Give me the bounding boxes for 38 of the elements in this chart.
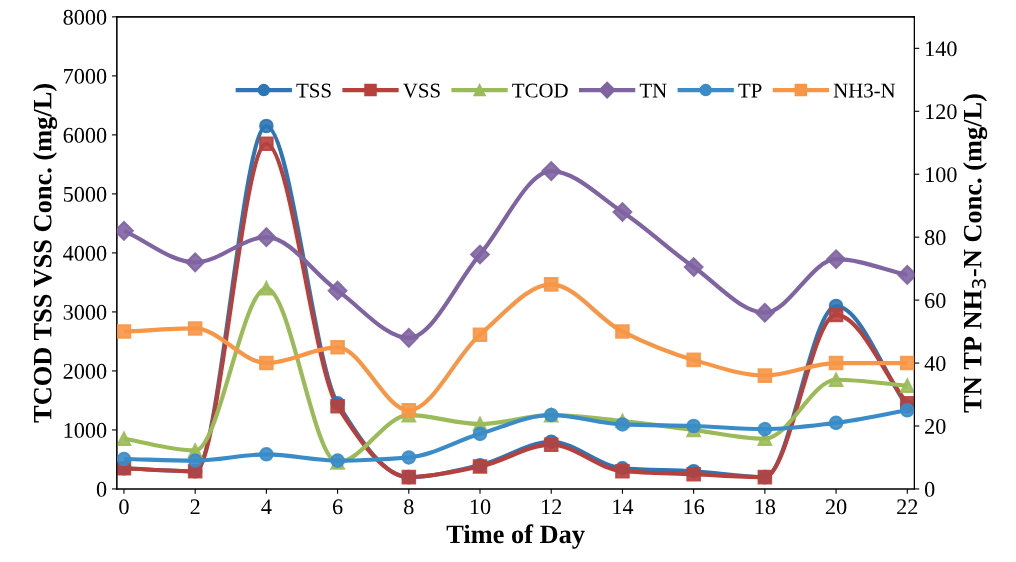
x-tick-label: 12	[542, 499, 562, 515]
x-tick-label: 20	[825, 499, 847, 515]
x-tick-label: 4	[261, 499, 272, 515]
y2-tick-label: 20	[925, 418, 946, 434]
y2-tick-label: 100	[926, 167, 957, 183]
y2-tick-label: 120	[926, 104, 957, 120]
legend-label: TN	[639, 83, 667, 98]
y2-axis-title: TN TP NH$_{3}$-N Conc. (mg/L)	[963, 94, 988, 413]
y2-tick-label: 60	[925, 293, 946, 309]
x-tick-label: 22	[897, 499, 918, 515]
x-tick-label: 16	[684, 499, 705, 515]
y2-tick-label: 40	[924, 355, 946, 371]
x-tick-label: 2	[190, 499, 200, 515]
y-tick-label: 2000	[63, 363, 107, 379]
x-tick-label: 6	[332, 499, 343, 515]
x-tick-label: 10	[470, 499, 491, 515]
y-tick-label: 3000	[63, 304, 107, 320]
y2-tick-label: 80	[924, 230, 946, 246]
legend-label: VSS	[403, 83, 440, 98]
legend-label: NH3-N	[833, 83, 896, 98]
legend-label: TCOD	[512, 83, 568, 98]
y2-tick-label: 140	[926, 41, 957, 57]
y-tick-label: 7000	[64, 68, 107, 84]
y-tick-label: 4000	[63, 245, 107, 261]
y-tick-label: 1000	[64, 422, 107, 438]
x-axis-title: Time of Day	[446, 524, 585, 549]
x-tick-label: 14	[613, 499, 634, 515]
y-axis-title: TCOD TSS VSS Conc. (mg/L)	[32, 84, 58, 423]
y-tick-label: 0	[96, 481, 107, 497]
legend-label: TP	[738, 83, 762, 98]
y-tick-label: 6000	[63, 127, 107, 143]
y-tick-label: 5000	[63, 186, 107, 202]
legend-label: TSS	[296, 83, 331, 98]
y2-tick-label: 0	[924, 481, 935, 497]
x-tick-label: 0	[119, 499, 129, 515]
x-tick-label: 8	[404, 499, 414, 515]
y-tick-label: 8000	[63, 9, 107, 25]
x-tick-label: 18	[755, 499, 776, 515]
